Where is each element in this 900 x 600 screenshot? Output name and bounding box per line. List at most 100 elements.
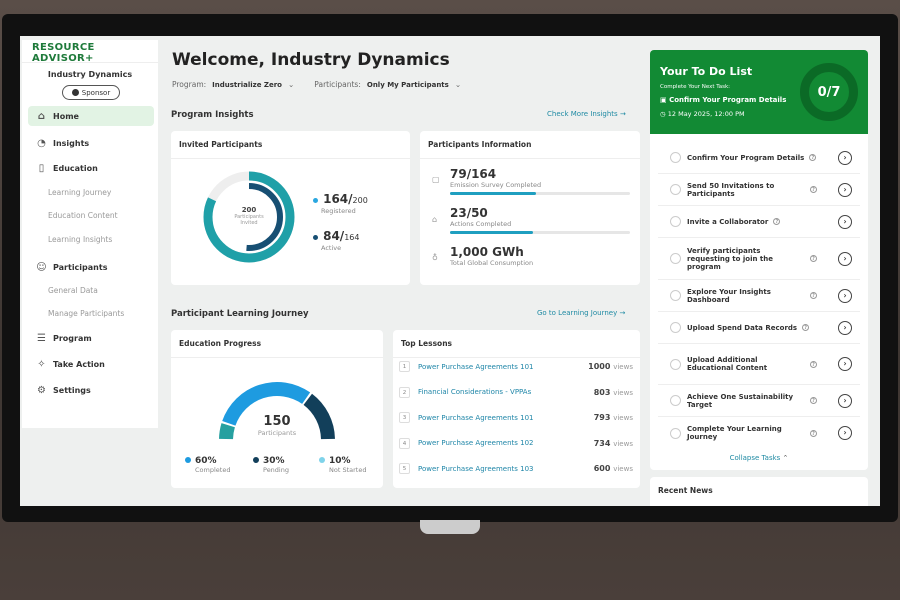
views-count: 1000 — [588, 362, 611, 371]
participants-label: Participants: — [314, 80, 361, 89]
registered-total: 200 — [352, 196, 368, 205]
sidebar-subitem-learning-insights[interactable]: Learning Insights — [48, 235, 113, 244]
sidebar-item-label: Program — [53, 333, 92, 343]
lesson-rank: 5 — [399, 463, 410, 474]
legend-label: Not Started — [329, 466, 367, 474]
sidebar-subitem-manage-participants[interactable]: Manage Participants — [48, 309, 125, 318]
lesson-name[interactable]: Power Purchase Agreements 101 — [418, 362, 534, 371]
chevron-right-circle-icon[interactable]: › — [838, 320, 852, 335]
help-icon[interactable]: ? — [773, 218, 781, 225]
help-icon[interactable]: ? — [802, 324, 810, 331]
help-icon[interactable]: ? — [809, 154, 817, 161]
task-checkbox[interactable] — [670, 253, 681, 264]
section-title-program-insights: Program Insights — [171, 110, 254, 120]
todo-item[interactable]: Achieve One Sustainability Target? › — [658, 385, 860, 417]
task-checkbox[interactable] — [670, 216, 681, 227]
lesson-views: 734 views — [594, 439, 633, 448]
sidebar-item-label: Settings — [53, 385, 91, 395]
lesson-row[interactable]: 3 Power Purchase Agreements 101 793 views — [399, 412, 633, 423]
lesson-name[interactable]: Power Purchase Agreements 103 — [418, 464, 534, 473]
sidebar-subitem-learning-journey[interactable]: Learning Journey — [48, 188, 112, 197]
lesson-name[interactable]: Power Purchase Agreements 102 — [418, 439, 534, 447]
sidebar-item-participants[interactable]: ☺ Participants — [28, 257, 154, 277]
help-icon[interactable]: ? — [810, 397, 817, 404]
todo-item[interactable]: Confirm Your Program Details? › — [658, 142, 860, 174]
task-checkbox[interactable] — [670, 152, 681, 163]
next-task-name: Confirm Your Program Details — [669, 96, 787, 104]
chevron-right-circle-icon[interactable]: › — [838, 288, 852, 303]
help-icon[interactable]: ? — [810, 292, 817, 299]
task-label: Achieve One Sustainability Target — [687, 392, 794, 409]
sidebar-item-education[interactable]: ▯ Education — [28, 158, 154, 178]
legend-dot — [313, 235, 318, 240]
sidebar-item-settings[interactable]: ⚙ Settings — [28, 380, 154, 400]
active-value: 84/ — [323, 229, 345, 243]
sidebar-item-program[interactable]: ☰ Program — [28, 328, 154, 348]
task-checkbox[interactable] — [670, 427, 681, 439]
go-to-learning-journey-link[interactable]: Go to Learning Journey → — [537, 309, 625, 317]
info-item-survey: 79/164 Emission Survey Completed — [450, 167, 630, 195]
todo-item[interactable]: Explore Your Insights Dashboard? › — [658, 280, 860, 312]
lesson-name[interactable]: Financial Considerations - VPPAs — [418, 388, 532, 396]
todo-item[interactable]: Upload Additional Educational Content? › — [658, 344, 860, 385]
survey-icon: ▢ — [432, 175, 440, 184]
todo-item[interactable]: Upload Spend Data Records? › — [658, 312, 860, 344]
card-title: Top Lessons — [393, 330, 640, 358]
sidebar-item-home[interactable]: ⌂ Home — [28, 106, 154, 126]
progress-fill — [450, 231, 533, 234]
check-more-insights-link[interactable]: Check More Insights → — [547, 110, 626, 118]
info-item-consumption: 1,000 GWh Total Global Consumption — [450, 245, 630, 267]
todo-item[interactable]: Invite a Collaborator? › — [658, 206, 860, 238]
section-title-learning-journey: Participant Learning Journey — [171, 309, 309, 319]
chevron-down-icon[interactable]: ⌄ — [287, 80, 295, 89]
lesson-name[interactable]: Power Purchase Agreements 101 — [418, 413, 534, 422]
next-task[interactable]: ▣ Confirm Your Program Details — [660, 96, 786, 104]
chevron-right-circle-icon[interactable]: › — [838, 182, 852, 197]
participants-select[interactable]: Only My Participants — [366, 80, 449, 89]
todo-item[interactable]: Complete Your Learning Journey? › — [658, 417, 860, 449]
org-name: Industry Dynamics — [47, 70, 133, 79]
sidebar-item-label: Participants — [53, 262, 108, 272]
chevron-right-circle-icon[interactable]: › — [838, 214, 852, 229]
lesson-views: 600 views — [594, 464, 633, 473]
legend-not-started: 10% Not Started — [319, 456, 366, 474]
lesson-row[interactable]: 5 Power Purchase Agreements 103 600 views — [399, 463, 633, 474]
info-label: Emission Survey Completed — [450, 181, 542, 189]
legend-dot — [185, 457, 191, 463]
task-checkbox[interactable] — [670, 184, 681, 195]
lesson-rank: 3 — [399, 412, 410, 423]
sidebar-subitem-education-content[interactable]: Education Content — [48, 211, 118, 220]
center-label: Participants — [257, 429, 297, 437]
sidebar-item-insights[interactable]: ◔ Insights — [28, 133, 154, 153]
task-checkbox[interactable] — [670, 322, 681, 333]
lesson-row[interactable]: 1 Power Purchase Agreements 101 1000 views — [399, 361, 633, 372]
lesson-row[interactable]: 2 Financial Considerations - VPPAs 803 vie… — [399, 386, 633, 398]
card-title: Education Progress — [171, 330, 383, 358]
chevron-right-circle-icon[interactable]: › — [838, 393, 852, 408]
role-label: Sponsor — [81, 88, 111, 97]
help-icon[interactable]: ? — [810, 360, 817, 368]
sidebar-subitem-general-data[interactable]: General Data — [48, 286, 98, 295]
chevron-down-icon[interactable]: ⌄ — [454, 80, 462, 89]
program-select[interactable]: Industrialize Zero — [212, 80, 282, 89]
sidebar-item-take-action[interactable]: ✧ Take Action — [28, 354, 154, 374]
todo-item[interactable]: Send 50 Invitations to Participants? › — [658, 174, 860, 206]
collapse-tasks-button[interactable]: Collapse Tasks ⌃ — [650, 454, 868, 462]
legend-label: Completed — [195, 466, 231, 474]
chevron-right-circle-icon[interactable]: › — [838, 357, 852, 371]
chevron-right-circle-icon[interactable]: › — [838, 251, 852, 266]
collapse-label: Collapse Tasks — [729, 454, 781, 462]
chevron-right-circle-icon[interactable]: › — [838, 426, 852, 440]
help-icon[interactable]: ? — [810, 429, 817, 437]
legend-value: 60% — [195, 456, 217, 466]
task-checkbox[interactable] — [670, 395, 681, 406]
todo-item[interactable]: Verify participants requesting to join t… — [658, 238, 860, 280]
chevron-right-circle-icon[interactable]: › — [838, 150, 852, 165]
task-checkbox[interactable] — [670, 290, 681, 301]
center-label: Participants Invited — [234, 214, 264, 226]
help-icon[interactable]: ? — [810, 255, 817, 262]
task-checkbox[interactable] — [670, 358, 681, 370]
help-icon[interactable]: ? — [810, 186, 817, 193]
lesson-row[interactable]: 4 Power Purchase Agreements 102 734 views — [399, 437, 633, 449]
gauge-pending — [303, 393, 335, 440]
